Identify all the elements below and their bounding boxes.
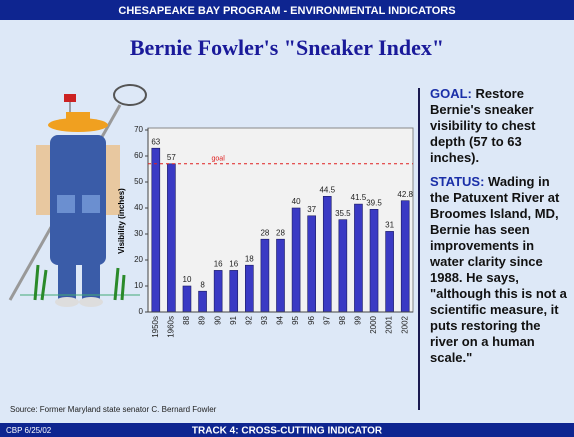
bar [292,208,300,312]
chart-title: Bernie Fowler's "Sneaker Index" [130,35,444,60]
y-tick-label: 50 [134,177,143,186]
x-tick-label: 97 [322,315,331,324]
bar [261,239,269,312]
goal-heading: GOAL: [430,86,472,101]
x-tick-label: 2002 [400,315,409,333]
x-tick-label: 2001 [385,315,394,333]
y-tick-label: 60 [134,151,143,160]
value-label: 31 [385,221,394,230]
bar [277,239,285,312]
x-tick-label: 99 [354,315,363,324]
value-label: 42.8 [397,190,413,199]
x-tick-label: 1950s [151,316,160,338]
value-label: 39.5 [366,198,382,207]
value-label: 63 [151,137,160,146]
bar [339,220,347,312]
track: TRACK 4: CROSS-CUTTING INDICATOR [192,426,383,437]
goal-label: goal [212,156,226,163]
value-label: 8 [200,280,205,289]
bar [183,286,191,312]
value-label: 10 [183,275,192,284]
x-tick-label: 91 [229,315,238,324]
y-axis-label: Visibility (inches) [117,188,126,254]
status-text: Wading in the Patuxent River at Broomes … [430,174,567,365]
x-tick-label: 2000 [369,315,378,333]
value-label: 18 [245,254,254,263]
y-tick-label: 30 [134,229,143,238]
side-text: GOAL: Restore Bernie's sneaker visibilit… [430,86,570,374]
goal-paragraph: GOAL: Restore Bernie's sneaker visibilit… [430,86,570,166]
value-label: 44.5 [319,185,335,194]
bar [152,148,160,312]
x-tick-label: 92 [244,315,253,324]
source: Source: Former Maryland state senator C.… [10,405,217,414]
x-tick-label: 88 [182,315,191,324]
y-tick-label: 70 [134,125,143,134]
x-tick-label: 1960s [166,316,175,338]
bar [167,164,175,312]
value-label: 16 [214,260,223,269]
x-tick-label: 96 [307,315,316,324]
y-tick-label: 10 [134,281,143,290]
date: CBP 6/25/02 [6,426,52,435]
header: CHESAPEAKE BAY PROGRAM - ENVIRONMENTAL I… [118,5,455,17]
x-tick-label: 94 [276,315,285,324]
bar [245,265,253,312]
bar [230,270,238,312]
value-label: 28 [276,228,285,237]
x-tick-label: 90 [213,315,222,324]
value-label: 35.5 [335,209,351,218]
value-label: 28 [260,228,269,237]
bar [308,216,316,312]
x-tick-label: 98 [338,315,347,324]
bar [199,291,207,312]
y-tick-label: 40 [134,203,143,212]
value-label: 37 [307,205,316,214]
x-tick-label: 95 [291,315,300,324]
value-label: 41.5 [351,193,367,202]
bar [354,204,362,312]
value-label: 57 [167,153,176,162]
x-tick-label: 89 [198,315,207,324]
y-tick-label: 20 [134,255,143,264]
status-heading: STATUS: [430,174,484,189]
page: CHESAPEAKE BAY PROGRAM - ENVIRONMENTAL I… [0,0,574,437]
bar [401,201,409,312]
bar [386,231,394,312]
value-label: 16 [229,260,238,269]
bar [214,270,222,312]
x-tick-label: 93 [260,315,269,324]
bar [323,196,331,312]
y-tick-label: 0 [139,307,144,316]
value-label: 40 [292,197,301,206]
status-paragraph: STATUS: Wading in the Patuxent River at … [430,174,570,366]
bar [370,209,378,312]
